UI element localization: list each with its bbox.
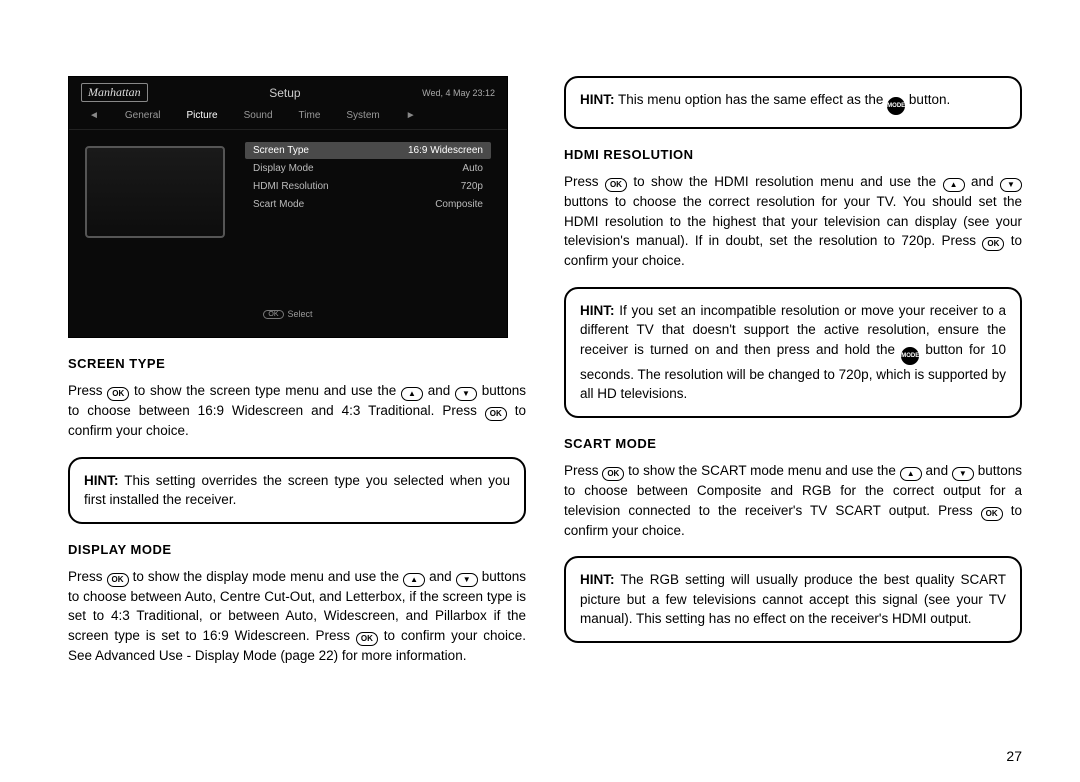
row-label: Scart Mode [253,199,304,210]
left-column: Manhattan Setup Wed, 4 May 23:12 ◄ Gener… [68,76,526,679]
ok-button-icon: OK [485,407,507,421]
brand-logo: Manhattan [81,83,148,102]
list-item: Screen Type 16:9 Widescreen [245,142,491,159]
ok-button-icon: OK [602,467,624,481]
tab-picture: Picture [186,110,217,121]
ok-button-icon: OK [107,387,129,401]
ok-button-icon: OK [982,237,1004,251]
hint-label: HINT: [580,303,615,318]
down-button-icon: ▼ [1000,178,1022,192]
hint-text: This setting overrides the screen type y… [84,473,510,508]
up-button-icon: ▲ [900,467,922,481]
screenshot-title: Setup [269,86,300,100]
down-button-icon: ▼ [455,387,477,401]
screenshot-tabs: ◄ General Picture Sound Time System ► [69,106,507,130]
tab-sound: Sound [244,110,273,121]
ok-button-icon: OK [605,178,627,192]
hint-hdmi: HINT: If you set an incompatible resolut… [564,287,1022,418]
ok-icon: OK [263,310,283,319]
screenshot-body: Screen Type 16:9 Widescreen Display Mode… [69,130,507,250]
row-label: Screen Type [253,145,309,156]
row-value: Auto [462,163,483,174]
row-value: 720p [461,181,483,192]
hint-screen-type: HINT: This setting overrides the screen … [68,457,526,524]
manual-page: Manhattan Setup Wed, 4 May 23:12 ◄ Gener… [0,0,1080,709]
row-label: HDMI Resolution [253,181,329,192]
hint-text: The RGB setting will usually produce the… [580,572,1006,626]
hint-top: HINT: This menu option has the same effe… [564,76,1022,129]
screenshot-datetime: Wed, 4 May 23:12 [422,88,495,98]
hint-label: HINT: [580,572,615,587]
ok-button-icon: OK [107,573,129,587]
row-label: Display Mode [253,163,314,174]
page-number: 27 [1006,748,1022,764]
up-button-icon: ▲ [403,573,425,587]
mode-button-icon: MODE [887,97,905,115]
heading-hdmi: HDMI RESOLUTION [564,147,1022,162]
down-button-icon: ▼ [952,467,974,481]
up-button-icon: ▲ [401,387,423,401]
hint-label: HINT: [580,92,615,107]
heading-display-mode: DISPLAY MODE [68,542,526,557]
preview-frame [85,146,225,238]
hint-scart: HINT: The RGB setting will usually produ… [564,556,1022,643]
heading-screen-type: SCREEN TYPE [68,356,526,371]
mode-button-icon: MODE [901,347,919,365]
screen-type-text: Press OK to show the screen type menu an… [68,381,526,441]
screenshot-header: Manhattan Setup Wed, 4 May 23:12 [69,77,507,106]
list-item: Display Mode Auto [245,160,491,177]
tab-general: General [125,110,161,121]
settings-list: Screen Type 16:9 Widescreen Display Mode… [245,142,491,238]
list-item: Scart Mode Composite [245,196,491,213]
setup-screenshot: Manhattan Setup Wed, 4 May 23:12 ◄ Gener… [68,76,508,338]
up-button-icon: ▲ [943,178,965,192]
hint-label: HINT: [84,473,119,488]
ok-button-icon: OK [981,507,1003,521]
row-value: 16:9 Widescreen [408,145,483,156]
hdmi-text: Press OK to show the HDMI resolution men… [564,172,1022,271]
footer-label: Select [288,309,313,319]
scart-text: Press OK to show the SCART mode menu and… [564,461,1022,540]
tab-prev-icon: ◄ [89,110,99,121]
tab-system: System [346,110,379,121]
tab-time: Time [299,110,321,121]
heading-scart: SCART MODE [564,436,1022,451]
display-mode-text: Press OK to show the display mode menu a… [68,567,526,666]
ok-button-icon: OK [356,632,378,646]
tab-next-icon: ► [406,110,416,121]
screenshot-footer: OK Select [69,309,507,319]
down-button-icon: ▼ [456,573,478,587]
right-column: HINT: This menu option has the same effe… [564,76,1022,679]
row-value: Composite [435,199,483,210]
list-item: HDMI Resolution 720p [245,178,491,195]
